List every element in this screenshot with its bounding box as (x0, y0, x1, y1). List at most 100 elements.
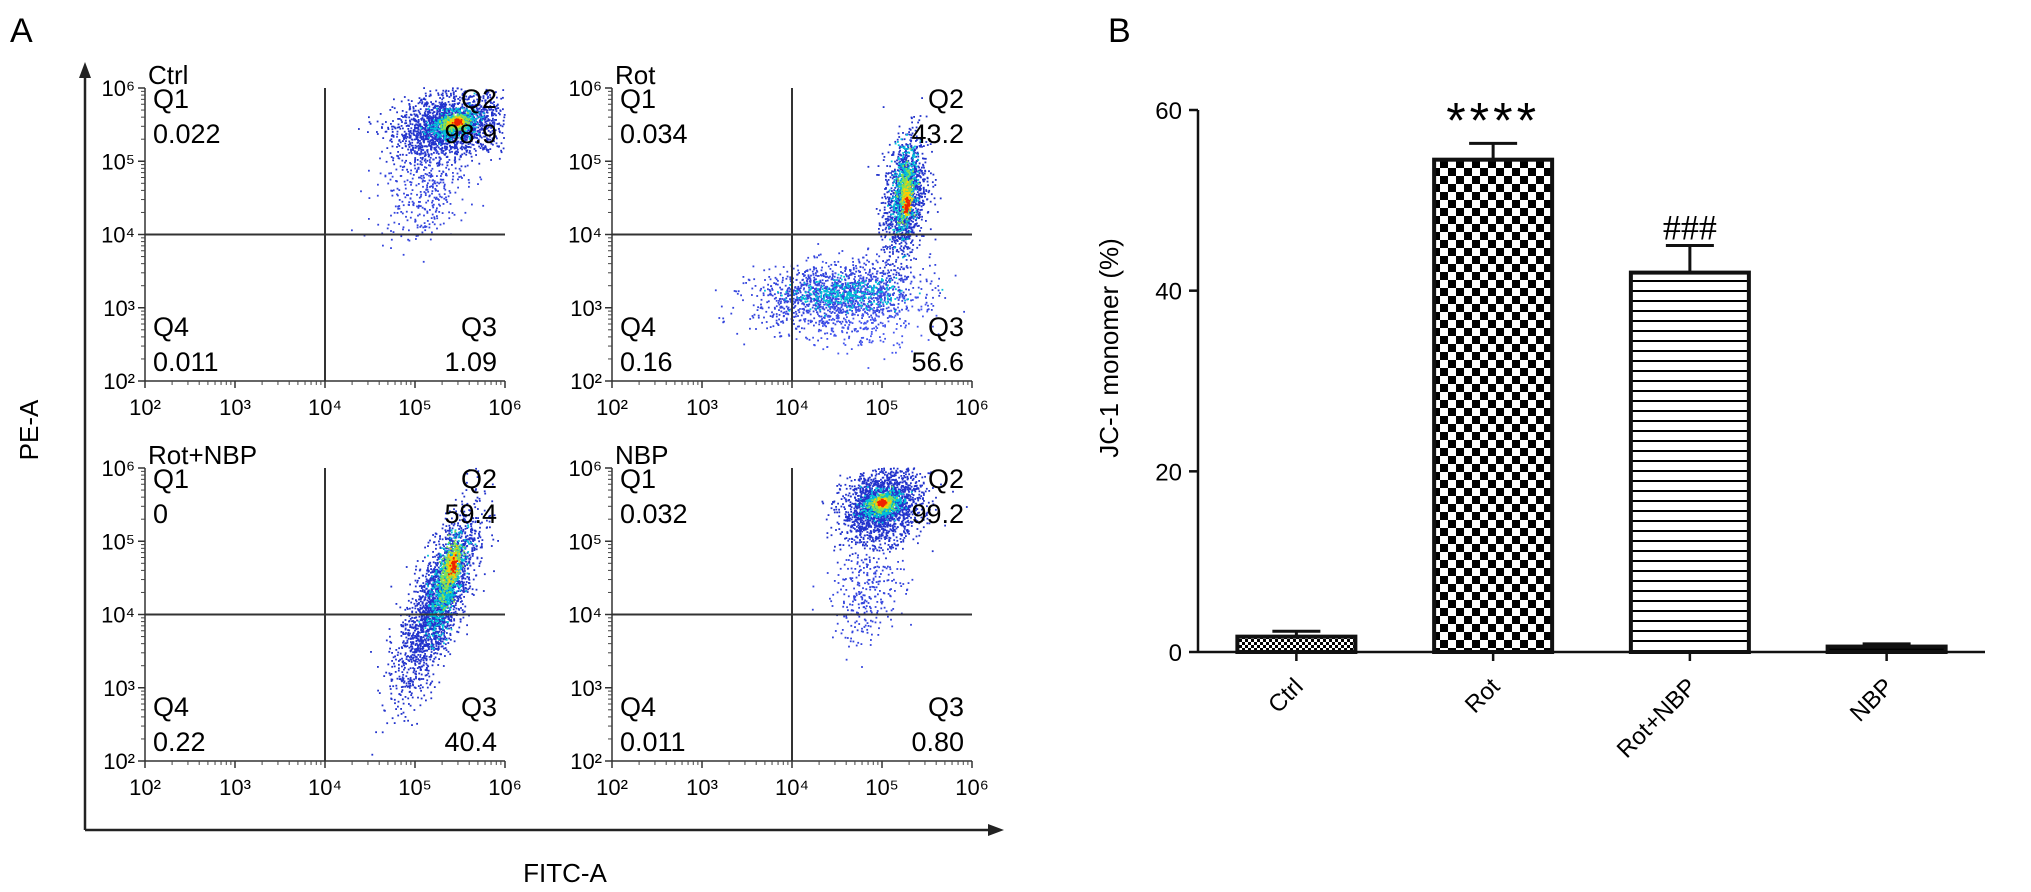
event-point (432, 106, 435, 109)
event-point (490, 142, 493, 145)
event-point (883, 223, 886, 226)
event-point (893, 219, 895, 222)
event-point (476, 123, 479, 125)
event-point (396, 193, 398, 196)
event-point (455, 121, 458, 124)
event-point (393, 163, 396, 166)
event-point (449, 145, 451, 147)
event-point (445, 199, 448, 201)
event-point (877, 213, 880, 215)
event-point (440, 118, 443, 121)
event-point (408, 107, 411, 110)
event-point (379, 157, 381, 160)
event-point (431, 213, 434, 216)
event-point (858, 341, 861, 344)
event-point (925, 141, 928, 143)
event-point (434, 106, 436, 109)
event-point (451, 212, 454, 214)
event-point (893, 189, 896, 191)
event-point (490, 123, 493, 126)
event-point (456, 147, 458, 149)
event-point (908, 236, 910, 239)
event-point (437, 128, 440, 130)
event-point (442, 150, 445, 152)
event-point (440, 113, 443, 115)
event-point (426, 149, 428, 152)
event-point (460, 124, 462, 126)
event-point (407, 203, 410, 206)
event-point (421, 180, 424, 183)
event-point (446, 121, 449, 124)
event-point (473, 100, 476, 103)
event-point (434, 114, 437, 117)
event-point (916, 209, 918, 212)
event-point (922, 187, 925, 190)
event-point (416, 136, 419, 139)
event-point (454, 134, 457, 137)
event-point (439, 223, 442, 226)
event-point (448, 217, 451, 220)
event-point (457, 186, 459, 189)
event-point (454, 191, 457, 194)
event-point (438, 132, 440, 135)
event-point (495, 114, 497, 117)
event-point (435, 156, 437, 159)
event-point (931, 150, 933, 153)
event-point (410, 183, 412, 186)
event-point (461, 107, 464, 110)
event-point (894, 227, 897, 230)
event-point (420, 119, 423, 121)
event-point (418, 196, 421, 199)
event-point (424, 115, 427, 118)
event-point (898, 203, 901, 205)
event-point (493, 113, 496, 115)
event-point (499, 124, 502, 127)
event-point (462, 127, 465, 130)
event-point (467, 135, 470, 138)
event-point (921, 172, 924, 175)
event-point (423, 112, 426, 114)
event-point (922, 157, 924, 160)
event-point (405, 154, 408, 156)
event-point (901, 308, 903, 311)
event-point (391, 106, 394, 108)
event-point (459, 142, 462, 144)
event-point (902, 153, 905, 156)
event-point (414, 105, 417, 107)
event-point (907, 155, 910, 157)
event-point (450, 133, 453, 135)
event-point (392, 120, 394, 122)
event-point (440, 135, 442, 138)
event-point (431, 221, 434, 224)
event-point (737, 290, 740, 293)
event-point (901, 168, 904, 171)
event-point (929, 228, 932, 231)
event-point (882, 159, 885, 161)
event-point (476, 130, 479, 133)
event-point (889, 302, 892, 305)
event-point (398, 145, 401, 147)
event-point (494, 108, 497, 111)
event-point (909, 218, 912, 220)
event-point (435, 120, 438, 123)
event-point (765, 321, 768, 323)
event-point (471, 95, 474, 98)
event-point (883, 208, 886, 211)
event-point (387, 182, 390, 185)
event-point (425, 201, 428, 204)
event-point (898, 274, 901, 276)
event-point (921, 152, 924, 155)
event-point (416, 116, 419, 118)
event-point (474, 113, 477, 116)
event-point (431, 103, 434, 105)
event-point (491, 114, 493, 117)
event-point (462, 142, 465, 145)
event-point (900, 262, 903, 265)
event-point (425, 124, 427, 126)
event-point (408, 136, 411, 139)
event-point (461, 97, 464, 100)
event-point (435, 152, 438, 154)
event-point (897, 155, 900, 158)
event-point (916, 216, 919, 219)
event-point (898, 136, 901, 138)
